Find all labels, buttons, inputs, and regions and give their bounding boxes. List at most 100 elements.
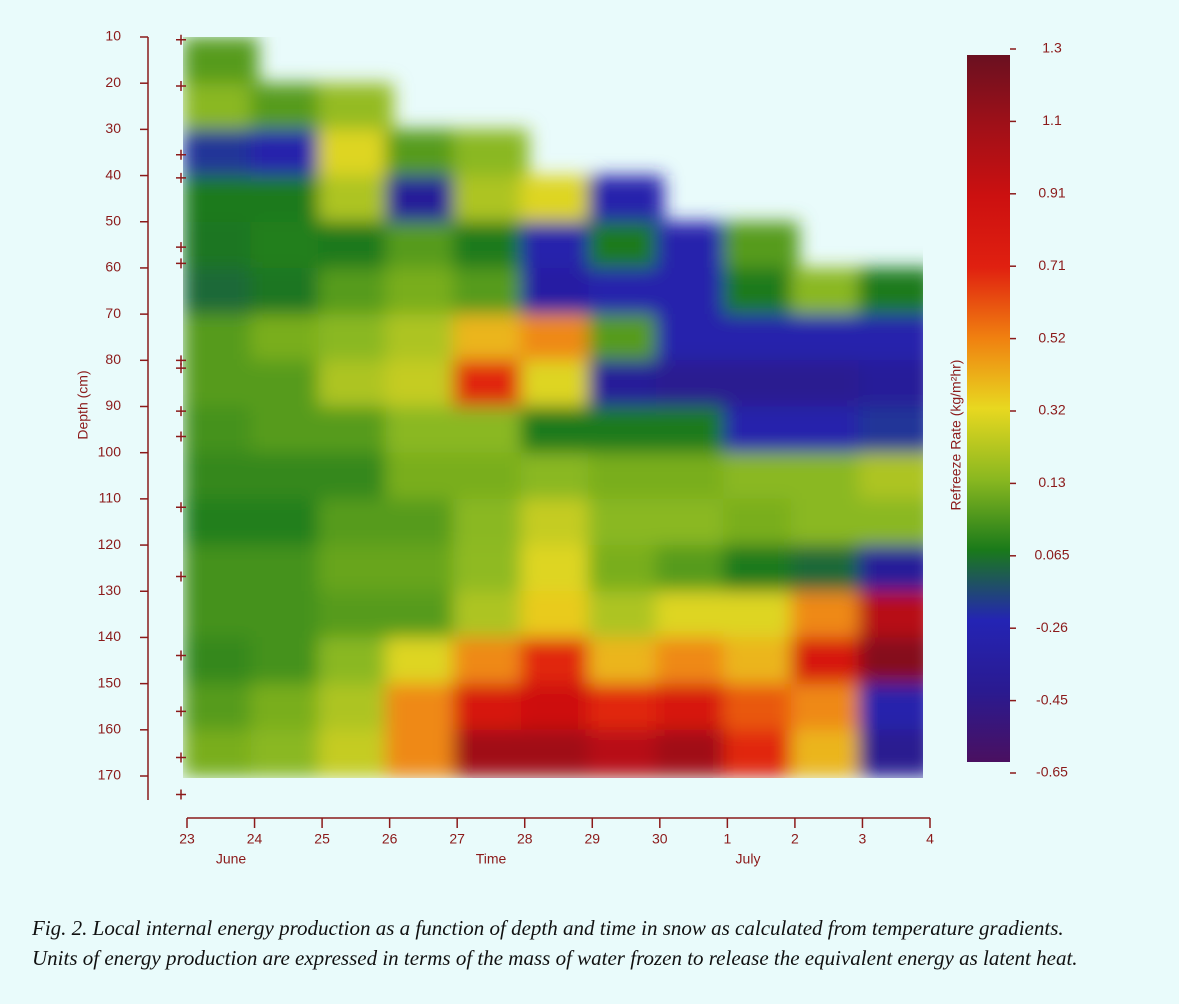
heatmap-cell	[790, 637, 867, 685]
sensor-mark	[176, 80, 186, 91]
heatmap-cell	[790, 406, 867, 454]
heatmap-cell	[453, 729, 529, 777]
heatmap-cell	[183, 406, 259, 454]
heatmap-cell	[250, 498, 327, 547]
colorbar-tick-label: 1.3	[1042, 40, 1062, 56]
heatmap-cell	[588, 729, 664, 777]
heatmap-cell	[385, 452, 462, 500]
y-tick-label: 60	[105, 259, 121, 275]
colorbar-label: Refreeze Rate (kg/m²hr)	[948, 360, 964, 511]
heatmap-cell	[318, 683, 394, 731]
heatmap-cell	[588, 175, 664, 223]
heatmap-cell	[790, 360, 867, 408]
heatmap-cell	[520, 360, 597, 408]
y-tick-label: 70	[105, 305, 121, 321]
heatmap-cell	[520, 591, 597, 639]
heatmap-cell	[723, 637, 799, 685]
y-tick-label: 100	[98, 443, 122, 459]
heatmap-cell	[520, 729, 597, 777]
heatmap-cell	[453, 221, 529, 269]
x-tick-label: 28	[517, 831, 533, 847]
heatmap-cell	[588, 637, 664, 685]
heatmap-cell	[723, 591, 799, 639]
heatmap-cell	[453, 591, 529, 639]
y-tick-label: 50	[105, 212, 121, 228]
heatmap-cell	[453, 129, 529, 177]
heatmap-cell	[588, 591, 664, 639]
heatmap-cell	[588, 545, 664, 593]
sensor-mark	[176, 172, 186, 183]
heatmap-cell	[250, 637, 327, 685]
heatmap-cell	[183, 221, 259, 269]
heatmap-cell	[790, 267, 867, 316]
heatmap-cell	[318, 545, 394, 593]
y-tick-label: 140	[98, 628, 122, 644]
heatmap-cell	[183, 83, 259, 131]
heatmap-cell	[183, 175, 259, 223]
heatmap-cell	[723, 545, 799, 593]
x-tick-label: 26	[382, 831, 398, 847]
heatmap-cell	[588, 360, 664, 408]
heatmap-cell	[250, 221, 327, 269]
month-label: July	[736, 851, 761, 867]
heatmap-cell	[318, 267, 394, 316]
heatmap-cell	[588, 267, 664, 316]
sensor-mark	[176, 431, 186, 442]
heatmap-cell	[520, 683, 597, 731]
caption-line: Units of energy production are expressed…	[32, 946, 1078, 970]
heatmap-cell	[453, 406, 529, 454]
heatmap-cell	[520, 637, 597, 685]
y-tick-label: 110	[99, 490, 122, 506]
heatmap-cell	[858, 360, 923, 408]
heatmap-cell	[520, 221, 597, 269]
sensor-mark	[176, 363, 186, 374]
heatmap-cell	[453, 545, 529, 593]
heatmap-cell	[790, 683, 867, 731]
heatmap-cell	[655, 221, 732, 269]
heatmap-cell	[588, 683, 664, 731]
heatmap-cell	[318, 637, 394, 685]
heatmap-cell	[385, 406, 462, 454]
heatmap-cell	[655, 452, 732, 500]
heatmap-cell	[453, 175, 529, 223]
sensor-mark	[176, 149, 186, 160]
heatmap-cell	[520, 175, 597, 223]
heatmap-cell	[318, 83, 394, 131]
heatmap-cell	[385, 314, 462, 362]
heatmap-cell	[385, 175, 462, 223]
heatmap-cell	[385, 683, 462, 731]
heatmap-cell	[183, 545, 259, 593]
heatmap-cell	[385, 221, 462, 269]
colorbar-tick-label: 0.71	[1038, 257, 1065, 273]
heatmap-cell	[655, 545, 732, 593]
x-tick-label: 3	[859, 831, 867, 847]
colorbar-tick-label: -0.26	[1036, 619, 1068, 635]
heatmap-cell	[790, 314, 867, 362]
heatmap-cell	[250, 545, 327, 593]
heatmap-cell	[858, 637, 923, 685]
heatmap-cell	[588, 314, 664, 362]
heatmap-cell	[183, 591, 259, 639]
heatmap-cell	[858, 591, 923, 639]
heatmap-cell	[318, 452, 394, 500]
heatmap-cell	[183, 637, 259, 685]
y-tick-label: 130	[98, 582, 122, 598]
sensor-mark	[176, 706, 186, 717]
heatmap-cell	[250, 360, 327, 408]
y-tick-label: 150	[98, 674, 122, 690]
heatmap	[183, 37, 923, 777]
heatmap-cell	[385, 267, 462, 316]
x-tick-label: 30	[652, 831, 668, 847]
x-tick-label: 25	[314, 831, 330, 847]
x-tick-label: 1	[723, 831, 731, 847]
heatmap-cell	[520, 314, 597, 362]
sensor-mark	[176, 242, 186, 253]
sensor-mark	[176, 406, 186, 417]
x-tick-label: 29	[584, 831, 600, 847]
heatmap-cell	[250, 406, 327, 454]
sensor-mark	[176, 789, 186, 800]
y-axis-label: Depth (cm)	[75, 370, 91, 439]
colorbar-tick-label: 0.52	[1038, 329, 1065, 345]
y-tick-label: 80	[105, 351, 121, 367]
x-tick-label: 23	[179, 831, 195, 847]
